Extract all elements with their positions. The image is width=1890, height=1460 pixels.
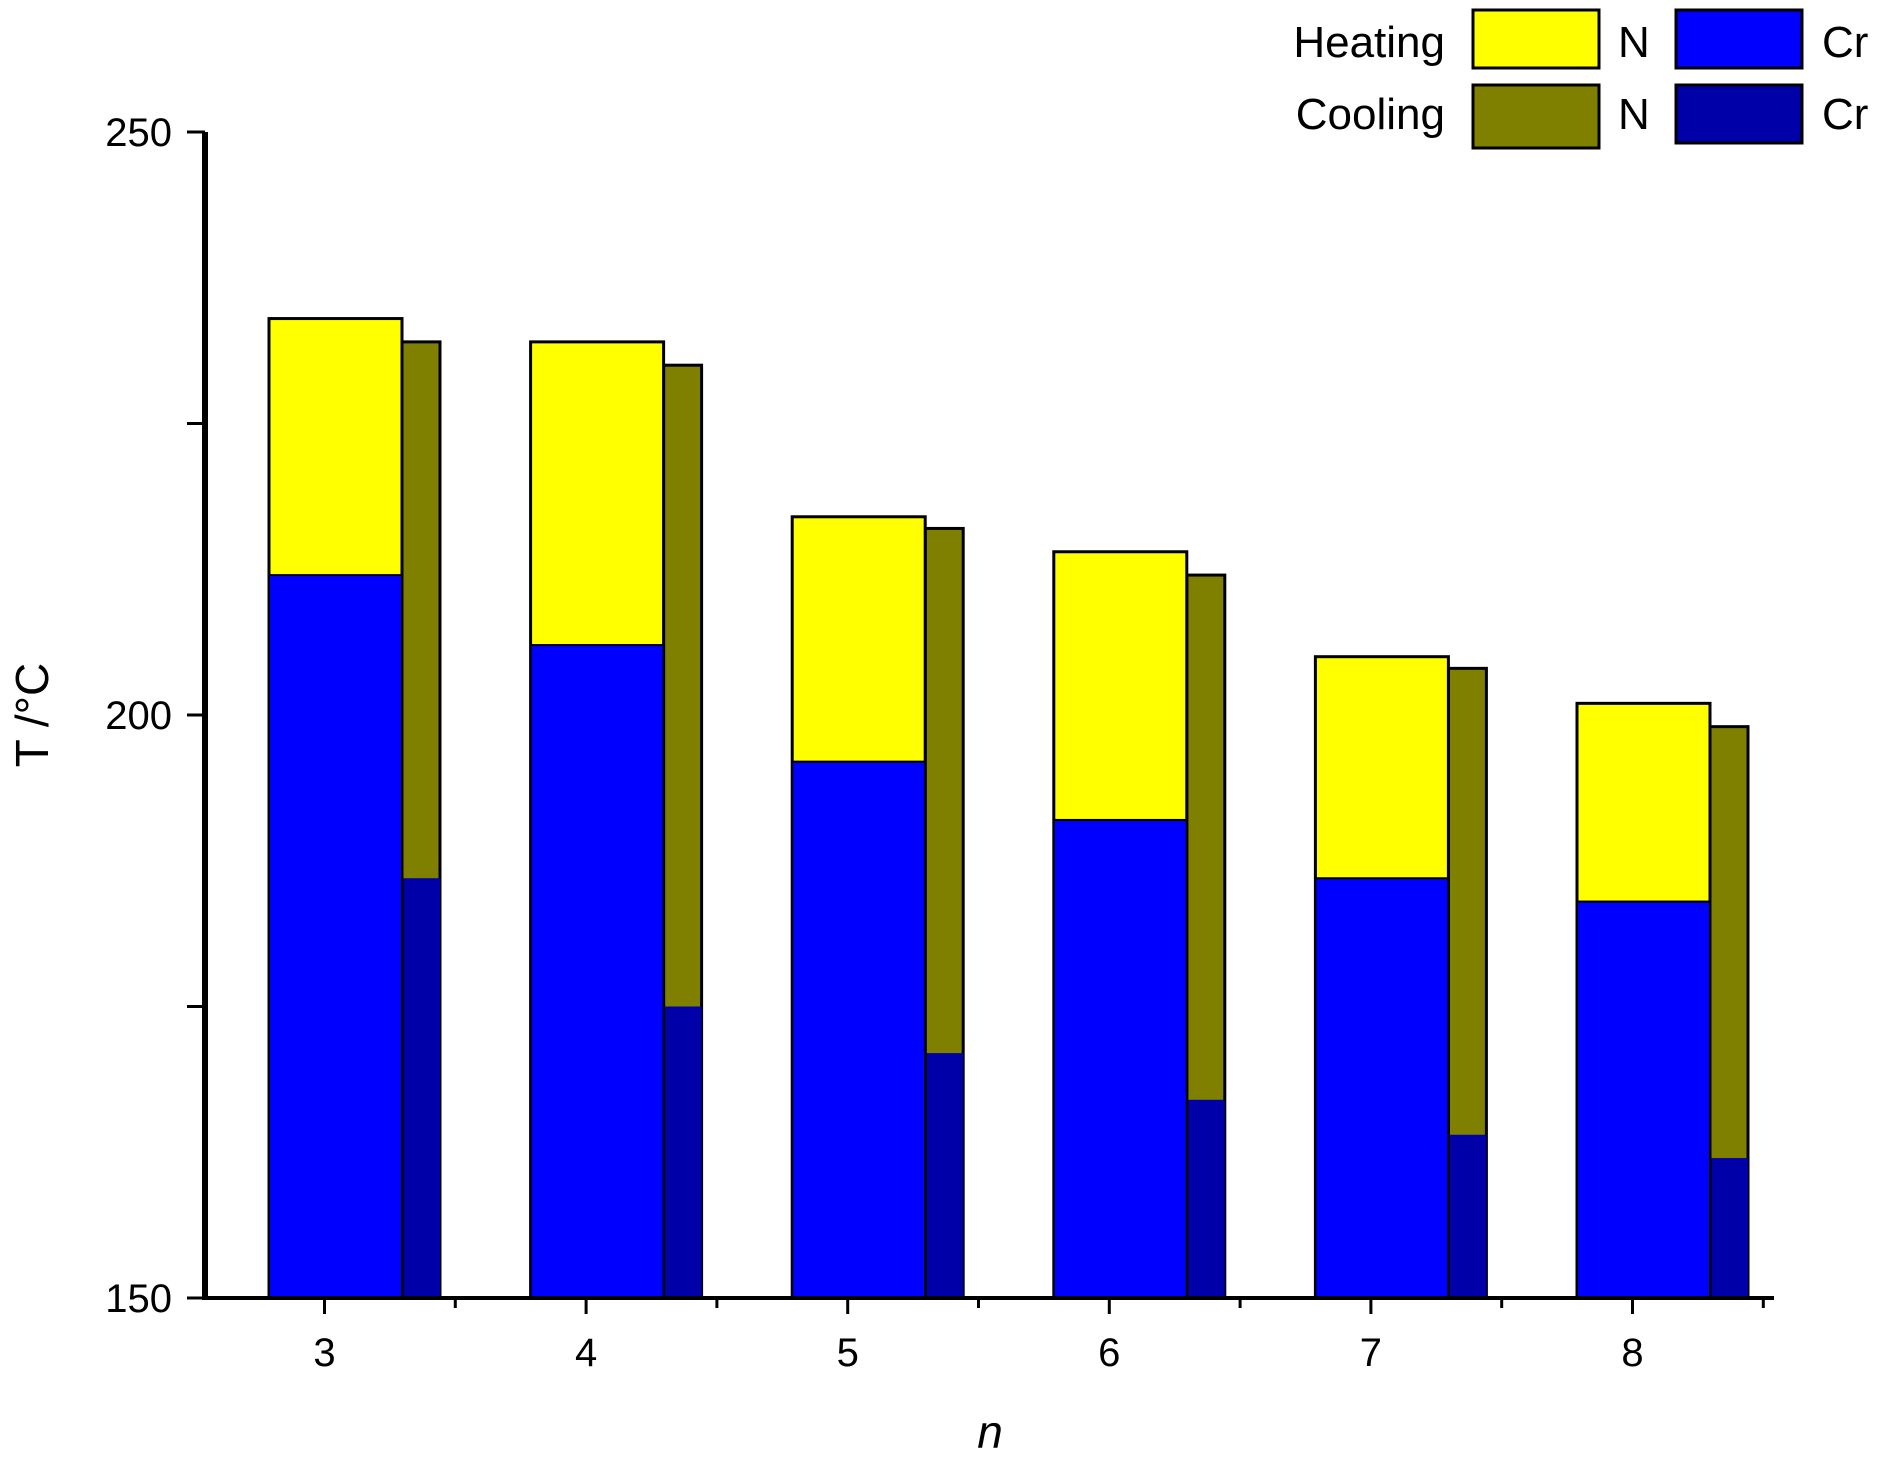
y-tick-label: 200 xyxy=(105,694,172,738)
legend-row-heating-label: Heating xyxy=(1293,18,1445,67)
bar-cooling-cr-3 xyxy=(402,878,440,1298)
bars-layer xyxy=(267,317,1750,1300)
legend-heating-cr-label: Cr xyxy=(1822,18,1868,67)
legend-cooling-n-swatch xyxy=(1471,83,1601,150)
legend-heating-n-label: N xyxy=(1618,18,1650,67)
bar-heating-cr-7 xyxy=(1314,877,1450,1299)
y-ticks-layer: 150 200 250 xyxy=(105,111,205,1321)
x-tick-label: 8 xyxy=(1621,1331,1643,1375)
x-tick-label: 3 xyxy=(313,1331,335,1375)
bar-cooling-cr-4 xyxy=(663,1006,702,1298)
x-ticks-layer: 3 4 5 6 7 8 xyxy=(313,1298,1765,1375)
x-axis-title: n xyxy=(977,1406,1003,1458)
x-tick-label: 7 xyxy=(1360,1331,1382,1375)
bar-heating-cr-3 xyxy=(268,574,403,1299)
legend-cooling-cr-label: Cr xyxy=(1822,90,1868,139)
bar-cooling-cr-6 xyxy=(1186,1099,1225,1298)
bar-heating-cr-8 xyxy=(1576,900,1711,1299)
legend-heating-n-swatch xyxy=(1471,8,1601,70)
legend-heating-cr-swatch xyxy=(1674,8,1804,70)
x-tick-label: 6 xyxy=(1098,1331,1120,1375)
bar-cooling-cr-8 xyxy=(1710,1158,1748,1298)
legend-cooling-n-label: N xyxy=(1618,90,1650,139)
bar-heating-cr-4 xyxy=(529,644,665,1299)
bar-cooling-cr-7 xyxy=(1448,1134,1487,1298)
x-tick-label: 4 xyxy=(575,1331,597,1375)
x-tick-label: 5 xyxy=(837,1331,859,1375)
y-tick-label: 150 xyxy=(105,1277,172,1321)
legend-row-cooling-label: Cooling xyxy=(1296,90,1445,139)
bar-cooling-cr-5 xyxy=(925,1053,964,1298)
bar-heating-cr-5 xyxy=(791,760,927,1299)
y-tick-label: 250 xyxy=(105,111,172,155)
y-axis-title: T /°C xyxy=(6,663,58,767)
bar-heating-cr-6 xyxy=(1052,818,1188,1299)
legend-cooling-cr-swatch xyxy=(1674,83,1804,145)
legend: Heating N Cr Cooling N Cr xyxy=(1293,8,1868,150)
